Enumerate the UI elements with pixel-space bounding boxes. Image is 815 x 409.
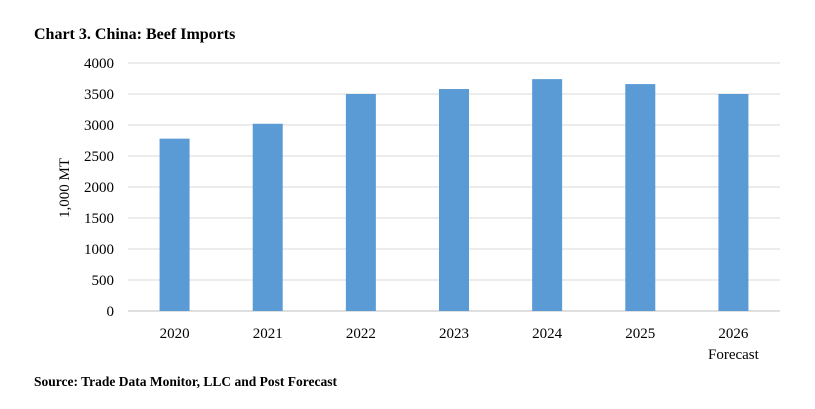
bar-2020 — [159, 138, 190, 311]
bar-2021 — [252, 123, 283, 311]
y-tick-label: 500 — [92, 273, 115, 289]
bar-2024 — [532, 79, 563, 312]
y-axis-ticks: 0 500 1000 1500 2000 2500 3000 3500 4000 — [84, 56, 114, 320]
bar-2026 — [718, 94, 749, 311]
bar-2025 — [625, 84, 656, 311]
bar-2023 — [439, 89, 469, 311]
y-tick-label: 1000 — [84, 242, 114, 258]
y-tick-label: 2500 — [84, 149, 114, 165]
x-tick-label: 2024 — [532, 326, 563, 342]
x-axis-ticks: 2020 2021 2022 2023 2024 2025 2026 Forecast — [160, 326, 760, 363]
y-tick-label: 4000 — [84, 56, 114, 72]
x-tick-label: 2021 — [253, 326, 283, 342]
x-tick-label: 2026 — [718, 326, 749, 342]
y-tick-label: 3000 — [84, 118, 114, 134]
x-tick-sublabel: Forecast — [708, 347, 760, 363]
bar-2022 — [345, 94, 376, 311]
bars — [159, 79, 749, 312]
x-tick-label: 2023 — [439, 326, 469, 342]
chart-source-note: Source: Trade Data Monitor, LLC and Post… — [34, 374, 337, 389]
x-tick-label: 2025 — [625, 326, 655, 342]
y-tick-label: 3500 — [84, 87, 114, 103]
y-tick-label: 2000 — [84, 180, 114, 196]
chart-title: Chart 3. China: Beef Imports — [34, 26, 236, 43]
y-axis-label: 1,000 MT — [57, 158, 73, 218]
y-tick-label: 1500 — [84, 211, 114, 227]
x-tick-label: 2020 — [160, 326, 190, 342]
x-tick-label: 2022 — [346, 326, 376, 342]
y-tick-label: 0 — [107, 304, 115, 320]
